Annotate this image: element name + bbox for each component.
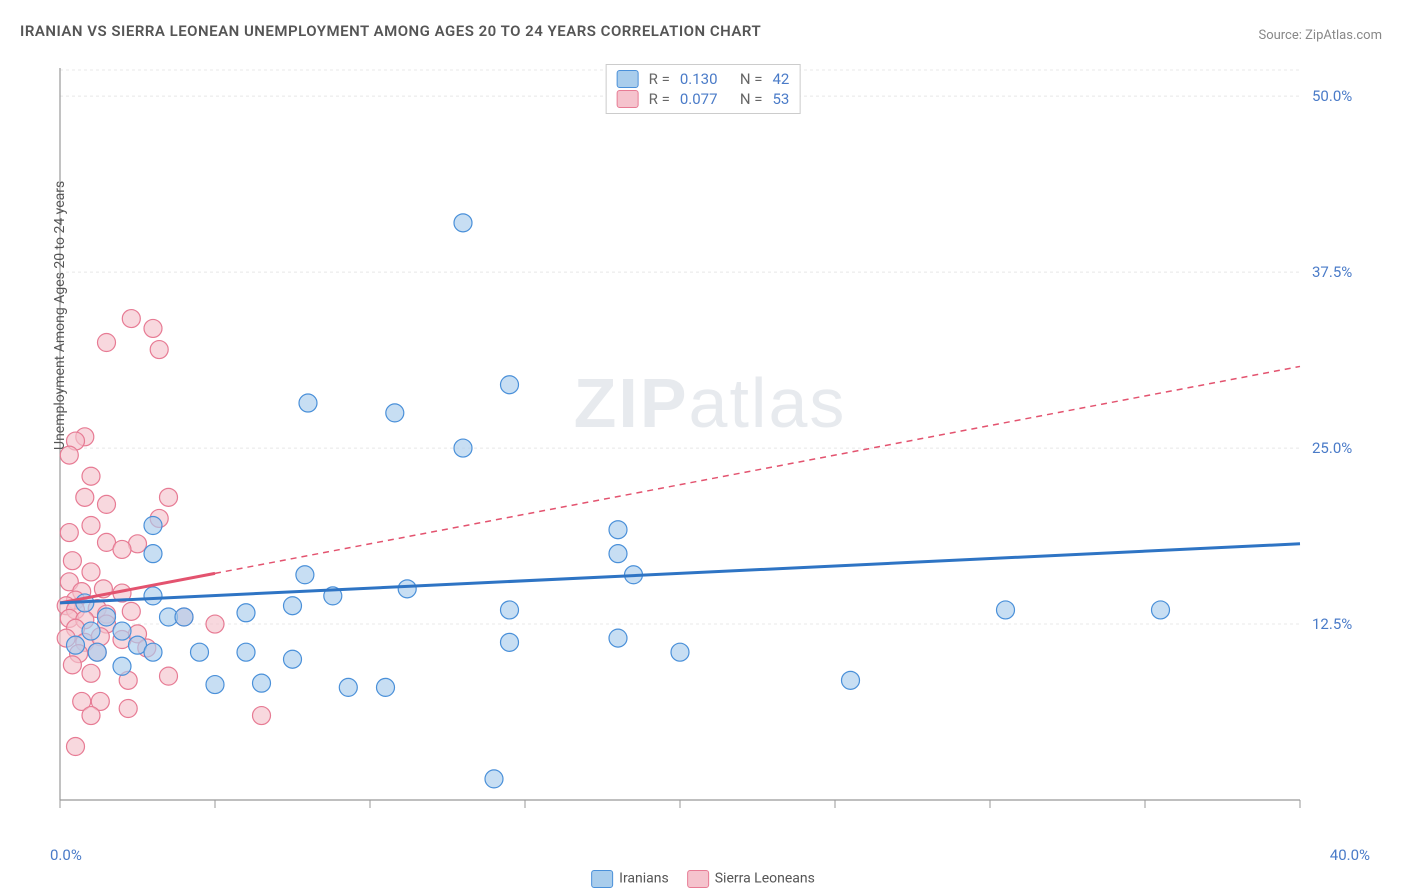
swatch-series2: [617, 90, 639, 108]
data-point: [82, 622, 100, 640]
data-point: [67, 738, 85, 756]
legend-item-series1: Iranians: [591, 870, 669, 888]
y-tick-label: 37.5%: [1312, 263, 1352, 281]
data-point: [122, 602, 140, 620]
swatch-series1: [617, 70, 639, 88]
legend-swatch-series1: [591, 870, 613, 888]
legend-swatch-series2: [687, 870, 709, 888]
data-point: [98, 608, 116, 626]
data-point: [144, 545, 162, 563]
data-point: [175, 608, 193, 626]
data-point: [160, 667, 178, 685]
data-point: [296, 566, 314, 584]
data-point: [63, 552, 81, 570]
data-point: [82, 563, 100, 581]
data-point: [150, 341, 168, 359]
data-point: [284, 597, 302, 615]
data-point: [671, 643, 689, 661]
stats-row-series1: R = 0.130 N = 42: [617, 69, 790, 89]
data-point: [82, 517, 100, 535]
data-point: [191, 643, 209, 661]
data-point: [501, 633, 519, 651]
plot-area: 12.5%25.0%37.5%50.0% ZIPatlas Unemployme…: [50, 60, 1370, 840]
data-point: [98, 334, 116, 352]
data-point: [206, 615, 224, 633]
y-tick-label: 25.0%: [1312, 439, 1352, 457]
y-axis-label: Unemployment Among Ages 20 to 24 years: [52, 181, 68, 450]
data-point: [98, 495, 116, 513]
data-point: [501, 376, 519, 394]
data-point: [299, 394, 317, 412]
data-point: [997, 601, 1015, 619]
data-point: [76, 488, 94, 506]
data-point: [60, 524, 78, 542]
data-point: [160, 488, 178, 506]
data-point: [485, 770, 503, 788]
data-point: [113, 657, 131, 675]
data-point: [82, 664, 100, 682]
data-point: [454, 439, 472, 457]
data-point: [377, 678, 395, 696]
data-point: [119, 700, 137, 718]
plot-svg: 12.5% 25.0% 37.5% 50.0%: [50, 60, 1370, 840]
data-point: [144, 517, 162, 535]
data-point: [237, 643, 255, 661]
data-point: [609, 545, 627, 563]
data-point: [113, 622, 131, 640]
data-point: [386, 404, 404, 422]
chart-title: IRANIAN VS SIERRA LEONEAN UNEMPLOYMENT A…: [20, 22, 761, 40]
stats-row-series2: R = 0.077 N = 53: [617, 89, 790, 109]
data-point: [144, 319, 162, 337]
y-tick-label: 12.5%: [1312, 615, 1352, 633]
trend-line-series1: [60, 544, 1300, 603]
data-point: [398, 580, 416, 598]
legend-item-series2: Sierra Leoneans: [687, 870, 815, 888]
data-point: [253, 707, 271, 725]
data-point: [82, 707, 100, 725]
data-point: [454, 214, 472, 232]
source-label: Source: ZipAtlas.com: [1258, 28, 1382, 43]
trend-line-series2-dash: [215, 366, 1300, 573]
data-point: [253, 674, 271, 692]
y-tick-label: 50.0%: [1312, 87, 1352, 105]
data-point: [609, 521, 627, 539]
data-point: [501, 601, 519, 619]
bottom-legend: Iranians Sierra Leoneans: [591, 870, 815, 888]
data-point: [144, 587, 162, 605]
data-point: [113, 540, 131, 558]
data-point: [1152, 601, 1170, 619]
data-point: [609, 629, 627, 647]
data-point: [63, 656, 81, 674]
x-origin-label: 0.0%: [50, 846, 82, 864]
data-point: [842, 671, 860, 689]
data-point: [284, 650, 302, 668]
data-point: [339, 678, 357, 696]
data-point: [144, 643, 162, 661]
data-point: [67, 636, 85, 654]
correlation-chart: IRANIAN VS SIERRA LEONEAN UNEMPLOYMENT A…: [0, 0, 1406, 892]
data-point: [122, 310, 140, 328]
x-max-label: 40.0%: [1330, 846, 1370, 864]
data-point: [88, 643, 106, 661]
data-point: [237, 604, 255, 622]
data-point: [82, 467, 100, 485]
stats-legend-box: R = 0.130 N = 42 R = 0.077 N = 53: [606, 64, 801, 114]
data-point: [206, 676, 224, 694]
